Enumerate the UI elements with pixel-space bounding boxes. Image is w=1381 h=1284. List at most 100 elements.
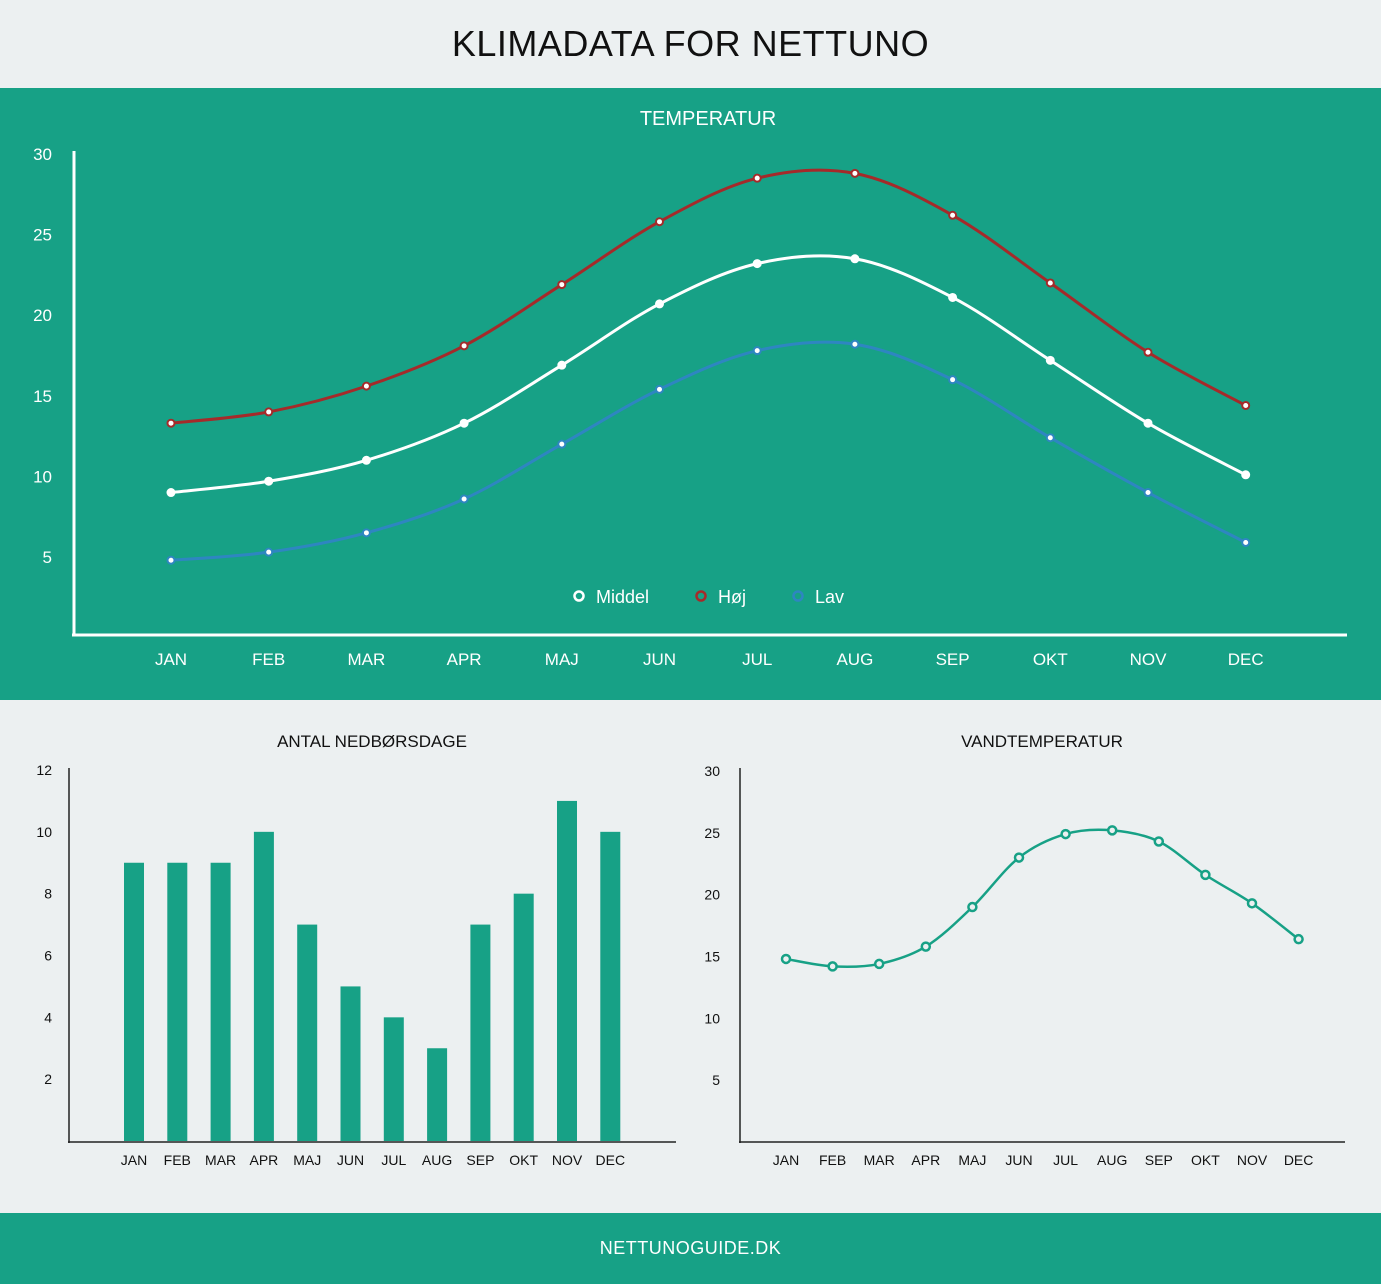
temperature-panel: TEMPERATUR 5 10 15 20 25 30 JAN FEB MAR APR MAJ JUN…	[0, 88, 1381, 700]
water-x-tick-label: JUN	[1005, 1152, 1032, 1168]
temperature-point-lav	[459, 494, 469, 504]
rain-x-tick-label: MAR	[205, 1152, 236, 1168]
rain-y-tick-label: 12	[36, 762, 52, 778]
temperature-point-middel	[1143, 418, 1153, 428]
temperature-x-tick-label: MAR	[348, 650, 386, 669]
legend-label-middel: Middel	[596, 587, 649, 607]
temperature-point-hoj	[655, 217, 664, 227]
temperature-series-line-hoj	[170, 168, 1247, 425]
rain-x-tick-label: SEP	[466, 1152, 494, 1168]
temperature-y-tick-label: 20	[33, 306, 52, 325]
rain-x-tick-label: JUN	[337, 1152, 364, 1168]
temperature-point-lav	[264, 547, 274, 557]
header: KLIMADATA FOR NETTUNO	[0, 0, 1381, 88]
temperature-point-middel	[655, 299, 664, 309]
temperature-point-hoj	[459, 341, 469, 351]
rain-bar-maj	[297, 924, 318, 1141]
water-x-tick-label: NOV	[1237, 1152, 1268, 1168]
rain-y-tick-label: 10	[36, 824, 52, 840]
temperature-point-hoj	[1143, 347, 1153, 357]
water-y-tick-label: 20	[704, 887, 720, 903]
rain-bar-jun	[340, 986, 361, 1141]
water-point-jun	[1013, 852, 1025, 863]
temperature-x-tick-label: AUG	[836, 650, 873, 669]
rain-x-tick-label: NOV	[552, 1152, 583, 1168]
footer: NETTUNOGUIDE.DK	[0, 1213, 1381, 1284]
temperature-chart: TEMPERATUR 5 10 15 20 25 30 JAN FEB MAR APR MAJ JUN…	[33, 108, 1347, 669]
legend-marker-lav	[792, 590, 804, 602]
temperature-point-middel	[557, 360, 567, 370]
page-title: KLIMADATA FOR NETTUNO	[451, 23, 930, 64]
temperature-x-tick-label: JUN	[643, 650, 676, 669]
temperature-point-hoj	[264, 407, 274, 417]
temperature-point-middel	[361, 455, 371, 465]
rain-bar-nov	[557, 800, 577, 1141]
temperature-point-hoj	[557, 280, 567, 290]
temperature-point-hoj	[361, 381, 371, 391]
temperature-y-tick-label: 30	[33, 145, 52, 164]
water-x-tick-label: JUL	[1053, 1152, 1078, 1168]
water-point-okt	[1200, 869, 1211, 881]
rain-x-tick-label: MAJ	[293, 1152, 321, 1168]
water-y-tick-label: 30	[704, 763, 720, 779]
rain-x-tick-label: DEC	[596, 1152, 626, 1168]
water-x-tick-label: MAJ	[958, 1152, 986, 1168]
temperature-point-lav	[166, 555, 176, 565]
water-temperature-chart: VANDTEMPERATUR 5 10 15 20 25 30 JAN FEB MAR APR MA…	[704, 732, 1345, 1168]
water-x-tick-label: APR	[911, 1152, 940, 1168]
water-temperature-chart-title: VANDTEMPERATUR	[961, 732, 1123, 751]
rain-days-chart: ANTAL NEDBØRSDAGE 2 4 6 8 10 12 JAN FEB MAR APR MA…	[36, 732, 676, 1168]
temperature-x-tick-label: DEC	[1228, 650, 1264, 669]
legend-marker-middel	[573, 590, 585, 602]
temperature-point-hoj	[850, 168, 860, 178]
water-point-sep	[1153, 836, 1165, 847]
temperature-point-lav	[655, 384, 664, 394]
temperature-point-middel	[850, 254, 860, 264]
rain-bar-okt	[513, 893, 534, 1141]
temperature-y-tick-label: 25	[33, 226, 52, 245]
rain-bar-sep	[470, 924, 491, 1141]
temperature-x-tick-label: JAN	[155, 650, 187, 669]
water-x-tick-label: SEP	[1145, 1152, 1173, 1168]
temperature-y-tick-label: 5	[43, 548, 52, 567]
temperature-x-tick-label: MAJ	[545, 650, 579, 669]
water-point-apr	[920, 941, 932, 952]
temperature-point-middel	[1045, 355, 1055, 365]
bottom-panel: ANTAL NEDBØRSDAGE 2 4 6 8 10 12 JAN FEB MAR APR MA…	[0, 700, 1381, 1213]
rain-bar-jul	[383, 1017, 404, 1141]
water-y-tick-label: 10	[704, 1010, 720, 1026]
temperature-point-lav	[1143, 488, 1153, 498]
water-temperature-line	[785, 828, 1300, 969]
temperature-point-lav	[850, 339, 860, 349]
legend-label-hoj: Høj	[718, 587, 746, 607]
legend-marker-hoj	[695, 590, 707, 602]
temperature-point-hoj	[1241, 400, 1251, 410]
water-x-tick-label: OKT	[1191, 1152, 1220, 1168]
water-y-tick-label: 25	[704, 825, 720, 841]
temperature-x-tick-label: NOV	[1130, 650, 1168, 669]
temperature-x-tick-label: SEP	[936, 650, 970, 669]
temperature-point-hoj	[166, 418, 176, 428]
rain-days-chart-title: ANTAL NEDBØRSDAGE	[277, 732, 467, 751]
water-x-tick-label: AUG	[1097, 1152, 1127, 1168]
temperature-point-lav	[1241, 537, 1251, 547]
footer-site-link[interactable]: NETTUNOGUIDE.DK	[599, 1238, 782, 1258]
temperature-x-tick-label: JUL	[742, 650, 772, 669]
rain-x-tick-label: JUL	[381, 1152, 406, 1168]
temperature-x-tick-label: OKT	[1033, 650, 1068, 669]
rain-x-tick-label: AUG	[422, 1152, 452, 1168]
temperature-point-middel	[166, 488, 176, 498]
water-point-dec	[1293, 933, 1304, 945]
water-x-tick-label: MAR	[864, 1152, 895, 1168]
rain-bar-mar	[210, 862, 231, 1141]
temperature-point-lav	[752, 346, 762, 356]
temperature-point-hoj	[752, 173, 762, 183]
rain-bar-aug	[427, 1048, 448, 1141]
temperature-y-tick-label: 15	[33, 387, 52, 406]
temperature-y-tick-label: 10	[33, 467, 52, 486]
rain-x-tick-label: JAN	[121, 1152, 147, 1168]
temperature-point-lav	[557, 439, 567, 449]
temperature-point-hoj	[948, 210, 958, 220]
temperature-x-tick-label: APR	[447, 650, 482, 669]
rain-y-tick-label: 4	[44, 1009, 52, 1025]
